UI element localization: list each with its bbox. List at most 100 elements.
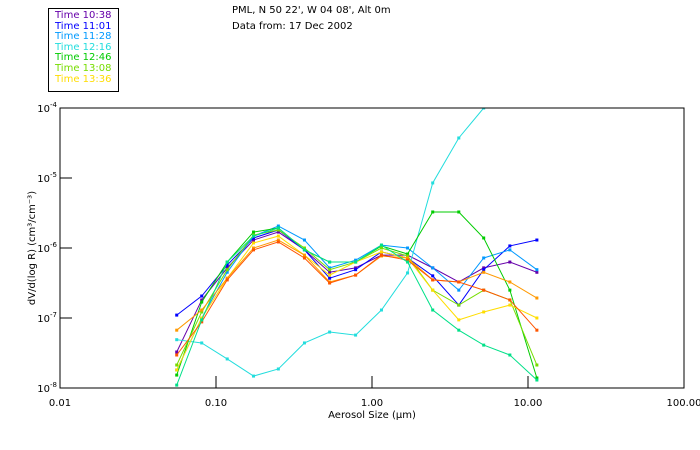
plot-frame [59, 107, 685, 389]
data-point [457, 210, 461, 214]
chart-title: PML, N 50 22', W 04 08', Alt 0m [232, 5, 391, 16]
data-point [431, 278, 435, 282]
x-tick-label: 1.00 [361, 398, 383, 409]
data-point [200, 308, 204, 312]
data-point [276, 238, 280, 242]
data-point [508, 303, 512, 307]
data-point [431, 274, 435, 278]
data-point [328, 270, 332, 274]
data-point [354, 268, 358, 272]
data-point [225, 270, 229, 274]
data-point [252, 238, 256, 242]
series-line [176, 225, 538, 371]
legend-item: Time 10:38 [55, 10, 112, 21]
data-point [302, 253, 306, 257]
data-point [406, 258, 410, 262]
data-point [200, 316, 204, 320]
data-point [252, 374, 256, 378]
data-point [482, 268, 486, 272]
data-point [200, 341, 204, 345]
data-point [535, 316, 539, 320]
data-point [302, 341, 306, 345]
data-point [225, 276, 229, 280]
data-point [175, 313, 179, 317]
data-point [406, 246, 410, 250]
data-point [225, 357, 229, 361]
data-point [457, 288, 461, 292]
data-point [328, 281, 332, 285]
data-point [200, 318, 204, 322]
data-point [175, 328, 179, 332]
data-point [302, 238, 306, 242]
data-point [406, 271, 410, 275]
data-point [328, 260, 332, 264]
data-point [482, 256, 486, 260]
x-axis: 0.01 0.10 1.00 10.00 100.00 [49, 376, 700, 409]
x-tick-label: 10.00 [514, 398, 543, 409]
data-point [535, 378, 539, 382]
series-10 [175, 226, 539, 387]
data-point [508, 288, 512, 292]
series-3 [175, 224, 539, 372]
data-point [276, 230, 280, 234]
legend-item: Time 11:01 [55, 20, 112, 32]
y-tick-label: 10-4 [37, 101, 57, 115]
x-tick-label: 0.10 [205, 398, 227, 409]
data-point [457, 303, 461, 307]
data-point [431, 266, 435, 270]
data-point [482, 236, 486, 240]
legend-item: Time 13:08 [55, 62, 112, 74]
data-point [508, 260, 512, 264]
data-point [457, 318, 461, 322]
data-point [225, 260, 229, 264]
data-point [252, 234, 256, 238]
data-point [406, 254, 410, 258]
series-line [176, 239, 538, 331]
data-point [354, 333, 358, 337]
y-tick-label: 10-7 [37, 311, 57, 325]
data-point [482, 343, 486, 347]
x-axis-label: Aerosol Size (µm) [328, 410, 416, 421]
x-tick-label: 100.00 [667, 398, 700, 409]
data-point [276, 367, 280, 371]
data-point [406, 252, 410, 256]
chart-subtitle: Data from: 17 Dec 2002 [232, 21, 353, 32]
data-point [379, 253, 383, 257]
legend: Time 10:38 Time 11:01 Time 11:28 Time 12:16… [48, 8, 119, 92]
data-point [354, 260, 358, 264]
data-point [328, 273, 332, 277]
data-point [431, 288, 435, 292]
data-point [276, 226, 280, 230]
data-point [328, 266, 332, 270]
data-point [482, 288, 486, 292]
data-point [200, 298, 204, 302]
x-tick-label: 0.01 [49, 398, 71, 409]
data-point [200, 294, 204, 298]
data-point [276, 224, 280, 228]
series-5 [175, 210, 539, 380]
data-point [252, 248, 256, 252]
data-point [482, 266, 486, 270]
series-9 [175, 240, 539, 357]
data-point [175, 368, 179, 372]
series-8 [175, 238, 539, 332]
series-line [176, 235, 538, 371]
data-point [535, 296, 539, 300]
y-tick-label: 10-6 [37, 241, 57, 255]
data-point [175, 373, 179, 377]
data-point [252, 236, 256, 240]
data-point [457, 328, 461, 332]
data-point [175, 350, 179, 354]
series-7 [175, 234, 539, 372]
data-point [431, 210, 435, 214]
data-point [508, 280, 512, 284]
data-point [175, 363, 179, 367]
y-axis: 10-4 10-5 10-6 10-7 10-8 [37, 101, 72, 395]
data-point [482, 270, 486, 274]
data-point [508, 244, 512, 248]
data-point [535, 328, 539, 332]
data-point [328, 268, 332, 272]
data-point [508, 248, 512, 252]
data-point [354, 266, 358, 270]
